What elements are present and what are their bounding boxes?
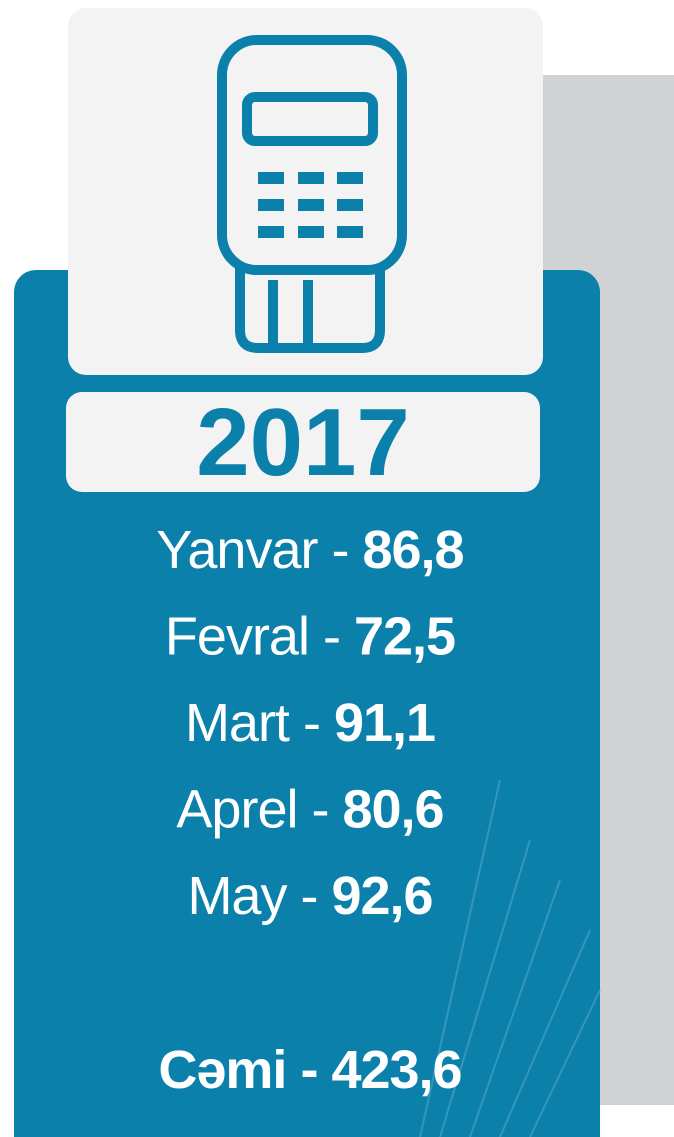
total-value: 423,6 bbox=[331, 1040, 461, 1100]
item-label: May - bbox=[187, 866, 317, 926]
item: Yanvar - 86,8 bbox=[156, 520, 463, 580]
year-box bbox=[66, 392, 540, 492]
pos-icon bbox=[217, 35, 407, 353]
decor-lines bbox=[419, 779, 601, 1137]
item-value: 72,5 bbox=[354, 607, 455, 667]
item-label: Mart - bbox=[185, 693, 320, 753]
item-label: Fevral - bbox=[165, 607, 340, 667]
item: May - 92,6 bbox=[187, 866, 432, 926]
total-label: Cəmi - bbox=[158, 1040, 317, 1100]
year: 2017 bbox=[196, 389, 410, 496]
total: Cəmi - 423,6 bbox=[158, 1040, 461, 1100]
item-value: 92,6 bbox=[331, 866, 432, 926]
item: Fevral - 72,5 bbox=[165, 607, 455, 667]
icon-card bbox=[68, 8, 543, 375]
item-label: Aprel - bbox=[176, 780, 328, 840]
item-label: Yanvar - bbox=[156, 520, 348, 580]
item-value: 86,8 bbox=[362, 520, 463, 580]
item-value: 91,1 bbox=[334, 693, 435, 753]
item-value: 80,6 bbox=[342, 780, 443, 840]
item: Aprel - 80,6 bbox=[176, 780, 443, 840]
item: Mart - 91,1 bbox=[185, 693, 435, 753]
